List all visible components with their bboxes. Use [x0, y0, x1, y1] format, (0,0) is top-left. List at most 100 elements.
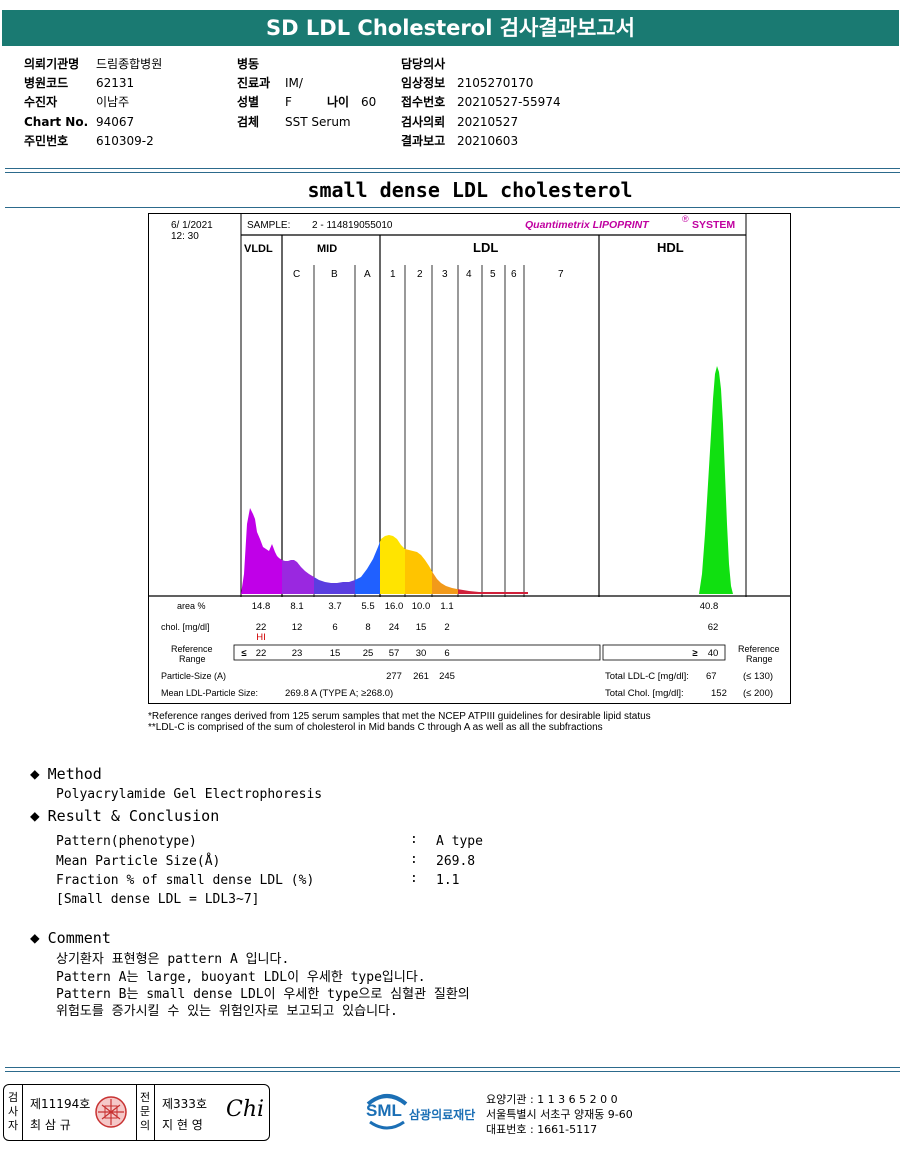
chart-time: 12: 30	[171, 231, 199, 242]
band-label: A	[364, 269, 371, 280]
divider	[5, 1067, 900, 1068]
info-col-3: 담당의사 임상정보 2105270170 접수번호 20210527-55974 검…	[401, 55, 561, 151]
info-label: 병원코드	[24, 76, 69, 91]
inspector-name: 최 삼 규	[30, 1118, 71, 1132]
mean-value: 269.8 A (TYPE A; ≥268.0)	[285, 688, 393, 699]
info-value: 이남주	[96, 95, 130, 110]
sml-logo-text: SML	[366, 1101, 402, 1120]
ref-ldl-3: 6	[444, 648, 449, 659]
info-label: 검체	[237, 114, 260, 129]
info-label: 진료과	[237, 76, 271, 91]
hi-flag: HI	[256, 632, 266, 643]
chol-mid-c: 12	[292, 622, 303, 633]
method-section: ◆ Method	[30, 764, 102, 783]
report-header: SD LDL Cholesterol 검사결과보고서	[2, 10, 899, 46]
fill-mid-b	[314, 508, 355, 594]
report-title: small dense LDL cholesterol	[307, 178, 633, 202]
ref-ldl-2: 30	[416, 648, 427, 659]
row-label-area: area %	[177, 601, 206, 611]
info-label: 결과보고	[401, 133, 446, 148]
ref-mid-b: 15	[330, 648, 341, 659]
area-ldl-1: 16.0	[385, 601, 404, 612]
result-value: 269.8	[436, 854, 476, 869]
band-label: 5	[490, 269, 496, 280]
band-label: 1	[390, 269, 396, 280]
info-col-2: 병동 진료과 IM/ 성별 F 나이 60 검체 SST Serum	[237, 55, 376, 132]
chol-ldl-3: 2	[444, 622, 449, 633]
comment-section: ◆ Comment	[30, 928, 111, 947]
comment-line: Pattern A는 large, buoyant LDL이 우세한 type입…	[56, 970, 426, 985]
group-hdl: HDL	[657, 240, 684, 255]
result-key: Pattern(phenotype)	[56, 834, 197, 849]
info-label: 담당의사	[401, 57, 446, 71]
info-value: 20210603	[457, 133, 519, 148]
info-label: 의뢰기관명	[24, 57, 80, 71]
total-ldl-ref: (≤ 130)	[743, 671, 773, 682]
ref-box-ldl	[233, 644, 601, 661]
area-mid-a: 5.5	[361, 601, 374, 612]
info-value: 94067	[96, 114, 135, 129]
comment-line: Pattern B는 small dense LDL이 우세한 type으로 심…	[56, 987, 470, 1002]
org-line: 대표번호 : 1661-5117	[486, 1123, 598, 1136]
ref-mid-c: 23	[292, 648, 303, 659]
area-hdl: 40.8	[700, 601, 719, 612]
footnote-1: *Reference ranges derived from 125 serum…	[148, 711, 651, 722]
chart-date: 6/ 1/2021	[171, 220, 213, 231]
band-label: 2	[417, 269, 423, 280]
comment-line: 위험도를 증가시킬 수 있는 위험인자로 보고되고 있습니다.	[56, 1004, 398, 1019]
hdl-peak	[699, 366, 733, 594]
system-brand: Quantimetrix LIPOPRINT	[525, 219, 650, 231]
org-line: 요양기관 : 1 1 3 6 5 2 0 0	[486, 1093, 618, 1106]
info-value: 2105270170	[457, 76, 534, 91]
signature: Chi	[226, 1097, 265, 1122]
info-value: 610309-2	[96, 133, 154, 148]
info-label: Chart No.	[24, 114, 89, 129]
method-text: Polyacrylamide Gel Electrophoresis	[56, 787, 323, 802]
total-chol-label: Total Chol. [mg/dl]:	[605, 688, 684, 699]
ref-mid-a: 25	[363, 648, 374, 659]
result-value: 1.1	[436, 873, 460, 888]
age-value: 60	[361, 95, 377, 110]
sml-logo-icon	[366, 1094, 408, 1130]
result-value: A type	[436, 834, 483, 849]
chol-mid-b: 6	[332, 622, 337, 633]
result-key: Fraction % of small dense LDL (%)	[56, 873, 315, 888]
ref-ge: ≥	[692, 648, 697, 659]
info-value: 20210527-55974	[457, 95, 561, 110]
result-section: ◆ Result & Conclusion	[30, 806, 219, 825]
age-label: 나이	[327, 95, 350, 110]
info-value: 20210527	[457, 114, 519, 129]
fill-ldl-2	[405, 508, 432, 594]
band-label: 6	[511, 269, 517, 280]
ref-vldl: 22	[256, 648, 267, 659]
row-label-mean: Mean LDL-Particle Size:	[161, 688, 258, 698]
group-vldl: VLDL	[244, 243, 273, 255]
info-value: 62131	[96, 76, 135, 91]
info-value: 드림종합병원	[96, 57, 163, 71]
info-value: SST Serum	[285, 114, 351, 129]
area-mid-c: 8.1	[290, 601, 303, 612]
signature-block: 검사자 제11194호 최 삼 규 전문의 제333호 지 현 영 Chi	[3, 1084, 270, 1141]
divider	[154, 1085, 155, 1140]
chol-vldl: 22	[256, 622, 267, 633]
particle-size-3: 245	[439, 671, 455, 682]
specialist-name: 지 현 영	[162, 1118, 203, 1132]
info-label: 병동	[237, 57, 260, 71]
result-colon: :	[410, 852, 418, 867]
chol-hdl: 62	[708, 622, 719, 633]
method-heading: Method	[47, 765, 102, 783]
row-label-particle: Particle-Size (A)	[161, 671, 226, 681]
info-label: 성별	[237, 95, 260, 110]
chol-ldl-2: 15	[416, 622, 427, 633]
band-label: 3	[442, 269, 448, 280]
result-note: [Small dense LDL = LDL3~7]	[56, 892, 260, 907]
subband-lines	[313, 265, 525, 597]
row-label-ref2: Range	[179, 654, 206, 664]
divider	[5, 168, 900, 169]
diamond-icon: ◆	[30, 806, 40, 825]
row-label-ref-right2: Range	[746, 654, 773, 664]
divider	[22, 1085, 23, 1140]
row-label-ref1: Reference	[171, 644, 213, 654]
ref-ldl-1: 57	[389, 648, 400, 659]
chol-ldl-1: 24	[389, 622, 400, 633]
